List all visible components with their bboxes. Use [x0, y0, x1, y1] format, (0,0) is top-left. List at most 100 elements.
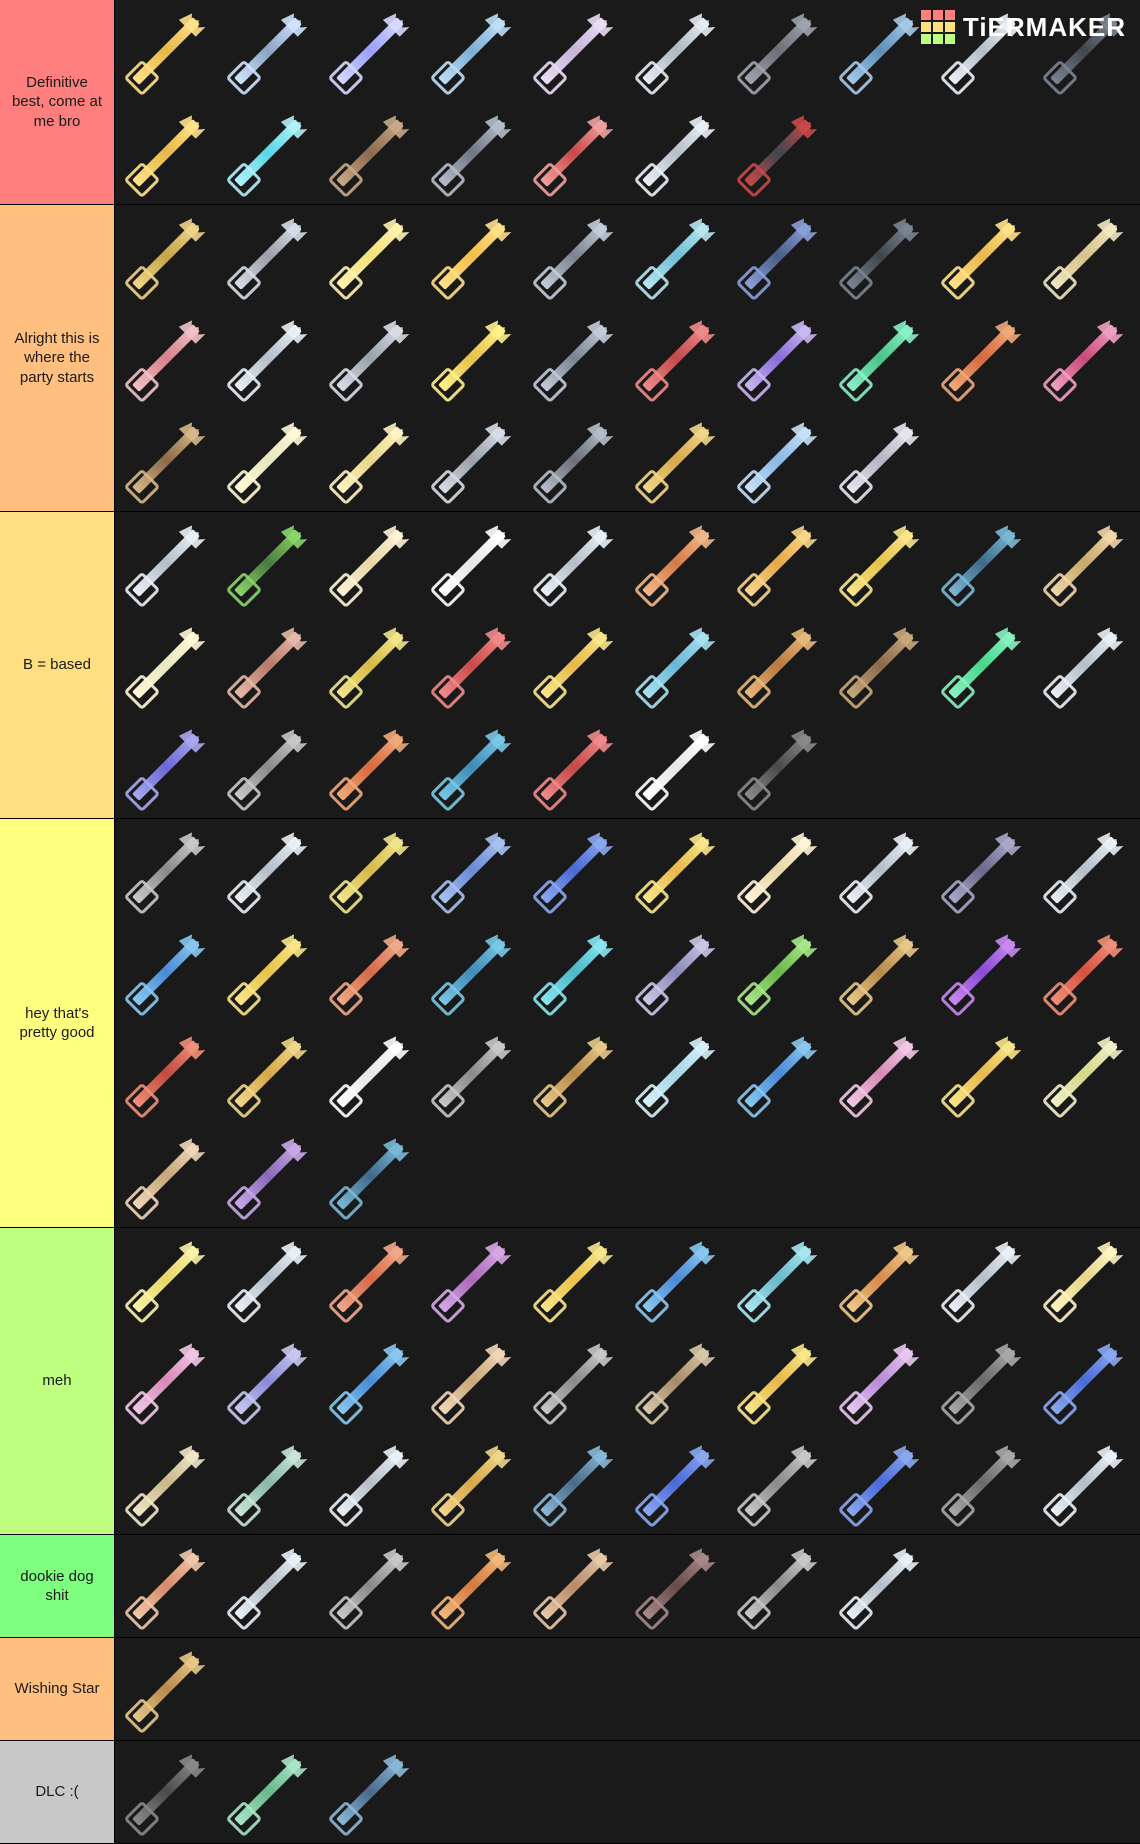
tier-item[interactable] [421, 512, 523, 614]
tier-items[interactable] [115, 205, 1140, 511]
tier-item[interactable] [829, 614, 931, 716]
tier-item[interactable] [931, 307, 1033, 409]
tier-item[interactable] [727, 307, 829, 409]
tier-item[interactable] [727, 102, 829, 204]
tier-label[interactable]: DLC :( [0, 1741, 115, 1843]
tier-item[interactable] [625, 921, 727, 1023]
tier-item[interactable] [319, 512, 421, 614]
tier-item[interactable] [625, 1023, 727, 1125]
tier-item[interactable] [829, 307, 931, 409]
tier-item[interactable] [625, 205, 727, 307]
tier-item[interactable] [625, 819, 727, 921]
tier-item[interactable] [727, 819, 829, 921]
tier-item[interactable] [523, 205, 625, 307]
tier-item[interactable] [115, 1638, 217, 1740]
tier-items[interactable] [115, 512, 1140, 818]
tier-item[interactable] [1033, 1228, 1135, 1330]
tier-item[interactable] [523, 1228, 625, 1330]
tier-item[interactable] [319, 1535, 421, 1637]
tier-item[interactable] [625, 716, 727, 818]
tier-label[interactable]: Wishing Star [0, 1638, 115, 1740]
tier-item[interactable] [523, 1023, 625, 1125]
tier-item[interactable] [523, 0, 625, 102]
tier-item[interactable] [217, 0, 319, 102]
tier-item[interactable] [1033, 512, 1135, 614]
tier-item[interactable] [217, 1228, 319, 1330]
tier-item[interactable] [727, 1432, 829, 1534]
tier-item[interactable] [625, 102, 727, 204]
tier-item[interactable] [829, 0, 931, 102]
tier-item[interactable] [421, 1535, 523, 1637]
tier-item[interactable] [625, 409, 727, 511]
tier-label[interactable]: Definitive best, come at me bro [0, 0, 115, 204]
tier-item[interactable] [217, 1535, 319, 1637]
tier-item[interactable] [115, 716, 217, 818]
tier-item[interactable] [727, 512, 829, 614]
tier-item[interactable] [931, 819, 1033, 921]
tier-label[interactable]: hey that's pretty good [0, 819, 115, 1227]
tier-item[interactable] [1033, 921, 1135, 1023]
tier-item[interactable] [115, 614, 217, 716]
tier-item[interactable] [319, 716, 421, 818]
tier-item[interactable] [727, 0, 829, 102]
tier-item[interactable] [727, 1023, 829, 1125]
tier-items[interactable] [115, 1741, 1140, 1843]
tier-item[interactable] [319, 0, 421, 102]
tier-item[interactable] [1033, 1023, 1135, 1125]
tier-item[interactable] [115, 819, 217, 921]
tier-item[interactable] [727, 921, 829, 1023]
tier-item[interactable] [319, 102, 421, 204]
tier-item[interactable] [217, 307, 319, 409]
tier-items[interactable] [115, 819, 1140, 1227]
tier-item[interactable] [115, 409, 217, 511]
tier-item[interactable] [523, 307, 625, 409]
tier-item[interactable] [115, 0, 217, 102]
tier-item[interactable] [625, 1535, 727, 1637]
tier-item[interactable] [1033, 1432, 1135, 1534]
tier-item[interactable] [319, 921, 421, 1023]
tier-item[interactable] [727, 614, 829, 716]
tier-item[interactable] [625, 1330, 727, 1432]
tier-item[interactable] [523, 512, 625, 614]
tier-item[interactable] [115, 1125, 217, 1227]
tier-item[interactable] [829, 1535, 931, 1637]
tier-item[interactable] [421, 1330, 523, 1432]
tier-item[interactable] [319, 1330, 421, 1432]
tier-item[interactable] [421, 307, 523, 409]
tier-item[interactable] [625, 307, 727, 409]
tier-items[interactable] [115, 1228, 1140, 1534]
tier-item[interactable] [421, 1228, 523, 1330]
tier-item[interactable] [421, 716, 523, 818]
tier-item[interactable] [625, 1432, 727, 1534]
tier-label[interactable]: dookie dog shit [0, 1535, 115, 1637]
tier-item[interactable] [217, 205, 319, 307]
tier-item[interactable] [421, 409, 523, 511]
tier-item[interactable] [523, 614, 625, 716]
tier-item[interactable] [217, 1432, 319, 1534]
tier-item[interactable] [319, 614, 421, 716]
tier-item[interactable] [115, 307, 217, 409]
tier-item[interactable] [931, 1330, 1033, 1432]
tier-item[interactable] [1033, 1330, 1135, 1432]
tier-item[interactable] [523, 1432, 625, 1534]
tier-item[interactable] [319, 205, 421, 307]
tier-item[interactable] [217, 409, 319, 511]
tier-item[interactable] [931, 1023, 1033, 1125]
tier-item[interactable] [931, 205, 1033, 307]
tier-item[interactable] [829, 1432, 931, 1534]
tier-item[interactable] [421, 614, 523, 716]
tier-item[interactable] [421, 102, 523, 204]
tier-item[interactable] [1033, 307, 1135, 409]
tier-item[interactable] [421, 1023, 523, 1125]
tier-item[interactable] [1033, 205, 1135, 307]
tier-item[interactable] [421, 921, 523, 1023]
tier-item[interactable] [319, 1741, 421, 1843]
tier-item[interactable] [829, 1228, 931, 1330]
tier-item[interactable] [115, 102, 217, 204]
tier-item[interactable] [829, 921, 931, 1023]
tier-items[interactable] [115, 1535, 1140, 1637]
tier-item[interactable] [931, 1432, 1033, 1534]
tier-item[interactable] [115, 1228, 217, 1330]
tier-item[interactable] [931, 614, 1033, 716]
tier-item[interactable] [523, 1535, 625, 1637]
